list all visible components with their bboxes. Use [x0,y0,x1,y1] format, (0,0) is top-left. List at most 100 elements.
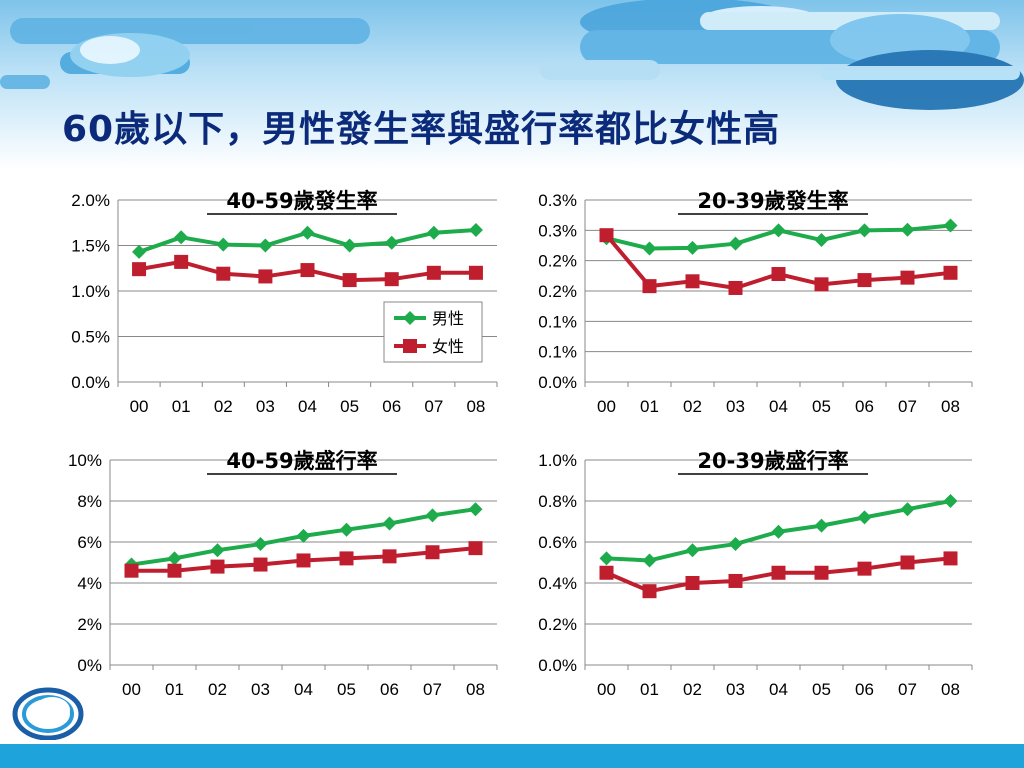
y-tick-label: 0.1% [538,312,577,331]
chart-40-59-incidence: 0.0% 0.5% 1.0% 1.5% 2.0% 00 01 02 03 04 05 06 07 08 40… [71,189,498,416]
data-point-male [771,524,786,539]
data-point-female [857,561,872,576]
data-point-male [642,553,657,568]
data-point-male [425,508,440,523]
chart-20-39-incidence: 0.0% 0.1% 0.1% 0.2% 0.2% 0.3% 0.3% 00 01 02 03 04 05… [538,189,973,416]
y-tick-label: 0.8% [538,492,577,511]
chart-title: 20-39歲發生率 [697,189,848,213]
x-tick-label: 03 [726,680,745,699]
data-point-female [339,551,354,566]
legend-label-male: 男性 [432,309,464,328]
data-point-female [342,273,357,288]
y-tick-label: 6% [77,533,102,552]
data-point-female [599,228,614,243]
data-point-female [728,280,743,295]
x-tick-label: 07 [424,397,443,416]
data-point-male [900,222,915,237]
x-tick-label: 06 [382,397,401,416]
data-point-male [216,237,231,252]
x-tick-label: 05 [812,397,831,416]
data-point-female [900,270,915,285]
data-point-female [728,573,743,588]
x-tick-label: 06 [855,397,874,416]
x-tick-label: 07 [898,680,917,699]
y-tick-label: 0.6% [538,533,577,552]
y-tick-label: 0.2% [538,615,577,634]
y-tick-label: 0% [77,656,102,675]
logo [12,687,84,740]
x-tick-label: 03 [251,680,270,699]
y-tick-label: 0.0% [538,656,577,675]
y-tick-label: 2.0% [71,191,110,210]
data-point-male [132,244,147,259]
data-point-male [468,223,483,238]
data-point-male [382,516,397,531]
x-tick-label: 01 [172,397,191,416]
x-tick-label: 05 [812,680,831,699]
chart-40-59-prevalence: 0% 2% 4% 6% 8% 10% 00 01 02 03 04 05 06 07 08 40-59歲盛行率 [68,449,498,699]
data-point-female [857,273,872,288]
x-tick-label: 04 [294,680,313,699]
data-point-female [599,565,614,580]
x-tick-label: 05 [340,397,359,416]
x-tick-label: 00 [130,397,149,416]
data-point-female [258,269,273,284]
data-point-female [132,262,147,277]
slide-title: 60歲以下，男性發生率與盛行率都比女性高 [62,109,781,150]
data-point-female [900,555,915,570]
data-point-female [771,565,786,580]
data-point-female [167,563,182,578]
x-tick-label: 08 [466,680,485,699]
data-point-male [900,502,915,517]
data-point-female [174,254,189,269]
x-tick-label: 02 [208,680,227,699]
data-point-female [210,559,225,574]
data-point-female [468,265,483,280]
data-point-male [339,522,354,537]
chart-title: 40-59歲發生率 [226,189,377,213]
data-point-male [599,551,614,566]
x-tick-label: 03 [726,397,745,416]
x-tick-label: 06 [380,680,399,699]
data-point-male [300,225,315,240]
x-tick-label: 00 [597,397,616,416]
data-point-male [685,543,700,558]
data-point-male [685,240,700,255]
y-tick-label: 0.2% [538,282,577,301]
data-point-male [857,510,872,525]
data-point-female [296,553,311,568]
x-tick-label: 04 [769,680,788,699]
cloud-decoration [0,0,1024,110]
x-tick-label: 01 [165,680,184,699]
chart-20-39-prevalence: 0.0% 0.2% 0.4% 0.6% 0.8% 1.0% 00 01 02 03 04 05 06 07… [538,449,973,699]
legend-label-female: 女性 [432,337,464,356]
x-tick-label: 08 [941,680,960,699]
y-tick-label: 4% [77,574,102,593]
y-tick-label: 1.5% [71,237,110,256]
y-tick-label: 10% [68,451,102,470]
data-point-female [814,565,829,580]
data-point-female [426,265,441,280]
data-point-female [814,277,829,292]
data-point-male [468,502,483,517]
x-tick-label: 04 [298,397,317,416]
data-point-female [685,576,700,590]
data-point-female [685,274,700,289]
y-tick-label: 0.3% [538,191,577,210]
data-point-male [210,543,225,558]
data-point-female [300,263,315,278]
x-tick-label: 00 [597,680,616,699]
data-point-female [425,545,440,560]
chart-title: 20-39歲盛行率 [697,449,848,473]
data-point-female [943,265,958,280]
y-tick-label: 0.0% [71,373,110,392]
data-point-female [384,272,399,287]
legend-marker-male [403,311,417,325]
x-tick-label: 07 [898,397,917,416]
data-point-male [857,223,872,238]
y-tick-label: 1.0% [538,451,577,470]
data-point-male [728,537,743,552]
data-point-male [384,235,399,250]
data-point-female [253,557,268,572]
